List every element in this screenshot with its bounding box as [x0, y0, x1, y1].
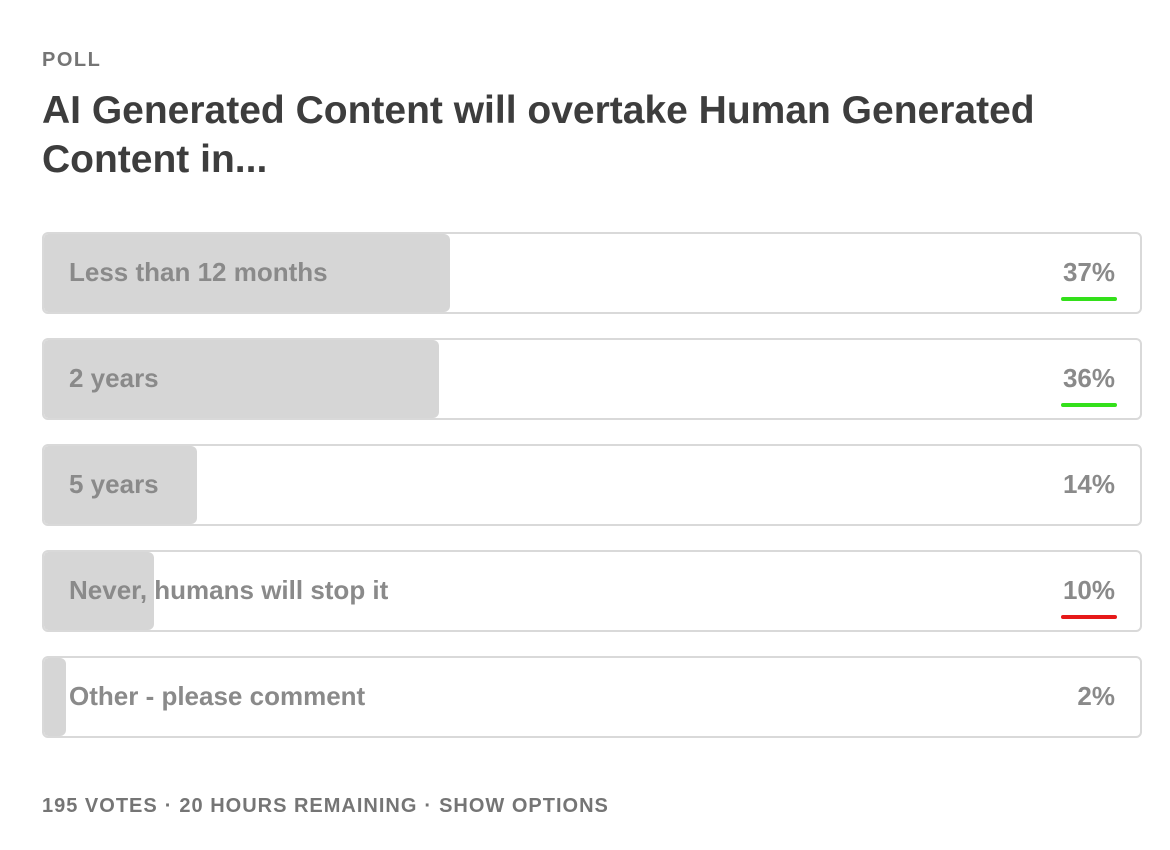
- poll-label: POLL: [42, 49, 102, 71]
- poll-options: Less than 12 months 37% 2 years 36% 5 ye…: [42, 232, 1142, 762]
- highlight-underline: [1061, 615, 1117, 619]
- time-remaining: 20 HOURS REMAINING: [179, 795, 418, 817]
- highlight-underline: [1061, 297, 1117, 301]
- poll-option-2-years[interactable]: 2 years 36%: [42, 338, 1142, 420]
- separator: ·: [424, 795, 433, 817]
- option-percent: 14%: [1062, 469, 1115, 499]
- separator: ·: [164, 795, 173, 817]
- option-result-bar: [44, 552, 154, 630]
- show-options-link[interactable]: SHOW OPTIONS: [439, 795, 609, 817]
- option-label: 5 years: [69, 469, 159, 499]
- option-result-bar: [44, 446, 197, 524]
- poll-card: POLL AI Generated Content will overtake …: [42, 0, 1142, 850]
- option-result-bar: [44, 658, 66, 736]
- option-label: 2 years: [69, 363, 159, 393]
- poll-option-never[interactable]: Never, humans will stop it 10%: [42, 550, 1142, 632]
- option-label: Never, humans will stop it: [69, 575, 389, 605]
- option-result-bar: [44, 234, 450, 312]
- poll-option-other[interactable]: Other - please comment 2%: [42, 656, 1142, 738]
- poll-option-less-than-12-months[interactable]: Less than 12 months 37%: [42, 232, 1142, 314]
- option-percent: 2%: [1077, 681, 1115, 711]
- option-label: Less than 12 months: [69, 257, 328, 287]
- option-percent: 10%: [1062, 575, 1115, 605]
- poll-question: AI Generated Content will overtake Human…: [42, 89, 1035, 181]
- poll-option-5-years[interactable]: 5 years 14%: [42, 444, 1142, 526]
- option-percent: 37%: [1062, 257, 1115, 287]
- highlight-underline: [1061, 403, 1117, 407]
- option-label: Other - please comment: [69, 681, 366, 711]
- poll-footer: 195 VOTES · 20 HOURS REMAINING · SHOW OPTION…: [42, 795, 609, 818]
- option-percent: 36%: [1062, 363, 1115, 393]
- vote-count: 195 VOTES: [42, 795, 158, 817]
- option-result-bar: [44, 340, 439, 418]
